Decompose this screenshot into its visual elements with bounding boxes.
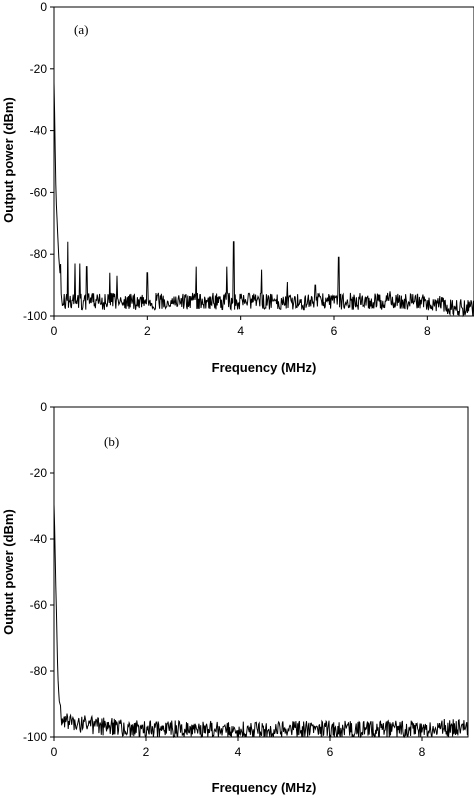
- panel-label: (a): [74, 22, 88, 37]
- panel-label: (b): [104, 434, 119, 449]
- y-tick-label: 0: [40, 0, 47, 14]
- x-tick-label: 6: [327, 745, 334, 759]
- x-axis-label: Frequency (MHz): [212, 360, 317, 375]
- panel-a: (a) 0 -20 -40 -60 -80 -100 0 2 4 6 8 Frequency (M…: [1, 0, 474, 375]
- x-tick-label: 8: [424, 324, 431, 338]
- series-line: [53, 82, 474, 318]
- x-tick-label: 6: [331, 324, 338, 338]
- y-ticks: 0 -20 -40 -60 -80 -100: [23, 400, 54, 744]
- x-tick-label: 8: [419, 745, 426, 759]
- y-tick-label: -20: [30, 466, 48, 480]
- y-tick-label: -40: [30, 532, 48, 546]
- x-ticks: 0 2 4 6 8: [51, 316, 431, 338]
- x-tick-label: 4: [235, 745, 242, 759]
- y-tick-label: -80: [30, 664, 48, 678]
- y-tick-label: -60: [30, 185, 48, 199]
- x-tick-label: 2: [144, 324, 151, 338]
- x-ticks: 0 2 4 6 8: [51, 737, 426, 759]
- y-tick-label: 0: [40, 400, 47, 414]
- x-axis-label: Frequency (MHz): [212, 780, 317, 795]
- plot-area-frame: [53, 6, 474, 317]
- x-tick-label: 0: [51, 745, 58, 759]
- y-tick-label: -40: [30, 124, 48, 138]
- y-axis-label: Output power (dBm): [1, 97, 16, 223]
- y-tick-label: -60: [30, 598, 48, 612]
- y-tick-label: -80: [30, 247, 48, 261]
- x-tick-label: 0: [51, 324, 58, 338]
- y-tick-label: -100: [23, 730, 47, 744]
- y-tick-label: -20: [30, 62, 48, 76]
- y-tick-label: -100: [23, 309, 47, 323]
- y-ticks: 0 -20 -40 -60 -80 -100: [23, 0, 54, 323]
- series-line: [53, 504, 469, 739]
- x-tick-label: 4: [237, 324, 244, 338]
- panel-b: (b) 0 -20 -40 -60 -80 -100 0 2 4 6 8 Frequency (M…: [1, 400, 469, 795]
- x-tick-label: 2: [143, 745, 150, 759]
- y-axis-label: Output power (dBm): [1, 509, 16, 635]
- plot-area-frame: [53, 406, 469, 738]
